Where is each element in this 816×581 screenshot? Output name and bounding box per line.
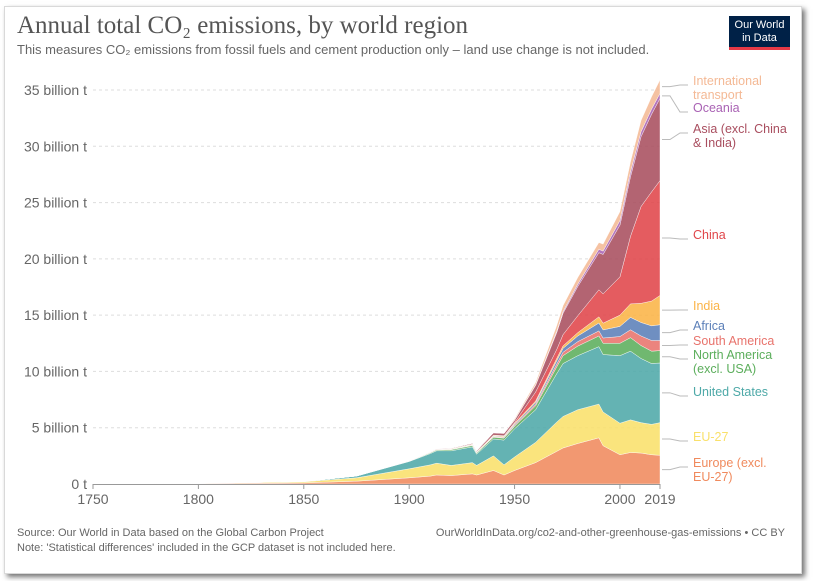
legend-entry-label[interactable]: & India) <box>693 136 736 150</box>
legend-entry-label[interactable]: United States <box>693 385 768 399</box>
legend-entry-label[interactable]: (excl. USA) <box>693 362 756 376</box>
grid-lines <box>93 89 660 429</box>
legend-connector <box>662 392 688 397</box>
legend-connector <box>662 237 688 240</box>
x-tick-label: 2000 <box>604 491 635 507</box>
legend-entry-label[interactable]: China <box>693 228 726 242</box>
legend-entry-label[interactable]: transport <box>693 88 743 102</box>
y-tick-label: 15 billion t <box>24 307 87 323</box>
legend-entry-label[interactable]: Europe (excl. <box>693 456 767 470</box>
legend-entry-label[interactable]: North America <box>693 348 772 362</box>
legend-connector <box>662 132 688 141</box>
x-tick-label: 1900 <box>394 491 425 507</box>
y-tick-label: 30 billion t <box>24 138 87 154</box>
y-tick-label: 5 billion t <box>32 420 87 436</box>
stacked-areas <box>92 79 661 485</box>
x-tick-label: 1800 <box>183 491 214 507</box>
legend-connector <box>662 438 688 442</box>
area-series-10[interactable] <box>92 79 661 485</box>
logo-line-1: Our World <box>734 19 785 31</box>
footnote: Note: 'Statistical differences' included… <box>17 542 396 554</box>
legend-connector <box>662 95 688 113</box>
legend-entry-label[interactable]: EU-27 <box>693 430 728 444</box>
chart-subtitle: This measures CO₂ emissions from fossil … <box>17 42 650 57</box>
legend-connector <box>662 84 688 88</box>
y-tick-label: 10 billion t <box>24 363 87 379</box>
legend-entry-label[interactable]: Africa <box>693 319 725 333</box>
legend-entry-label[interactable]: Asia (excl. China <box>693 122 787 136</box>
legend-connector <box>662 329 688 334</box>
y-tick-label: 35 billion t <box>24 82 87 98</box>
axes: 0 t 5 billion t 10 billion t 15 billion t 20… <box>24 82 676 507</box>
x-tick-label: 2019 <box>644 491 675 507</box>
owid-logo[interactable]: Our World in Data <box>729 16 790 50</box>
legend-entry-label[interactable]: Oceania <box>693 101 740 115</box>
y-tick-label: 20 billion t <box>24 251 87 267</box>
logo-line-2: in Data <box>742 32 777 44</box>
legend-entry-label[interactable]: South America <box>693 334 774 348</box>
legend-connector <box>662 344 688 347</box>
x-tick-label: 1750 <box>77 491 108 507</box>
legend-connector <box>662 356 688 360</box>
x-tick-label: 1850 <box>288 491 319 507</box>
source-note: Source: Our World in Data based on the G… <box>17 527 324 539</box>
source-url[interactable]: OurWorldInData.org/co2-and-other-greenho… <box>435 527 785 539</box>
legend-entry-label[interactable]: EU-27) <box>693 470 733 484</box>
legend-entry-label[interactable]: India <box>693 299 720 313</box>
chart-title: Annual total CO₂ emissions, by world reg… <box>17 12 469 39</box>
y-tick-label: 25 billion t <box>24 195 87 211</box>
y-tick-label: 0 t <box>71 476 87 492</box>
legend-connector <box>662 466 688 471</box>
x-tick-label: 1950 <box>499 491 530 507</box>
legend-entry-label[interactable]: International <box>693 74 762 88</box>
